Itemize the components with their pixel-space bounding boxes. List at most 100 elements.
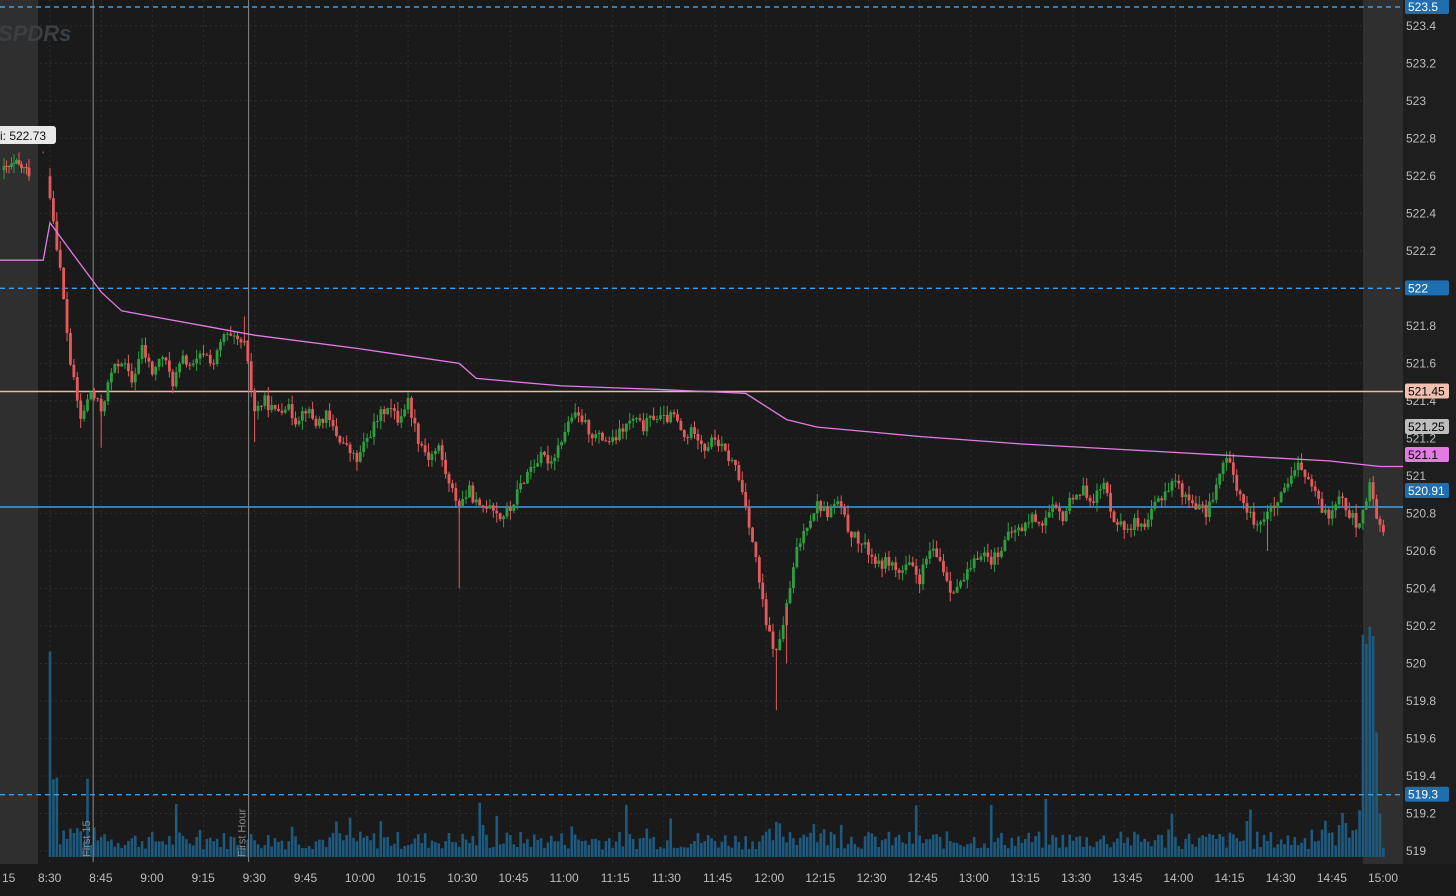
- volume-bar: [188, 843, 192, 857]
- candle: [461, 490, 465, 508]
- volume-bar: [1047, 844, 1051, 857]
- x-tick-label: 14:45: [1317, 871, 1347, 885]
- volume-bar: [1102, 835, 1106, 857]
- candle: [215, 348, 219, 367]
- volume-bar: [563, 844, 567, 857]
- volume-bar: [345, 835, 348, 857]
- candle: [389, 399, 393, 418]
- candle: [150, 360, 154, 377]
- candle-body: [645, 418, 649, 432]
- volume-bar: [1150, 846, 1153, 857]
- candle: [584, 413, 587, 424]
- candle: [812, 512, 816, 523]
- candle-body: [116, 363, 120, 367]
- y-tick-label: 521.6: [1406, 356, 1436, 370]
- candle: [696, 428, 700, 450]
- volume-bar: [55, 777, 59, 857]
- candle-body: [461, 499, 465, 506]
- volume-bar: [894, 837, 898, 857]
- candle-body: [1184, 494, 1188, 498]
- candle: [1112, 509, 1116, 523]
- candle: [959, 579, 962, 589]
- volume-bar: [1136, 834, 1140, 857]
- x-tick-label: 8:30: [38, 871, 62, 885]
- candle-body: [563, 431, 567, 443]
- candle: [369, 430, 372, 439]
- volume-bar: [642, 837, 645, 857]
- candle: [829, 504, 833, 519]
- candle: [498, 512, 502, 522]
- candle: [297, 416, 301, 427]
- volume-bar: [792, 838, 795, 857]
- candle: [48, 168, 52, 200]
- candle: [314, 415, 318, 429]
- candle: [819, 499, 823, 518]
- volume-bar: [290, 826, 294, 857]
- candle-body: [945, 572, 949, 581]
- candle-body: [710, 437, 713, 448]
- candle-body: [1160, 498, 1164, 501]
- volume-bar: [437, 843, 441, 857]
- candle-body: [1146, 519, 1150, 528]
- candle-body: [22, 167, 26, 169]
- candle: [965, 561, 969, 589]
- candle: [904, 555, 908, 575]
- candle-body: [829, 507, 833, 518]
- volume-bar: [1061, 834, 1065, 857]
- volume-bar: [1109, 847, 1112, 857]
- candle: [795, 537, 799, 569]
- candle: [10, 156, 13, 170]
- candle-body: [52, 198, 55, 222]
- candle: [249, 352, 253, 397]
- candle: [311, 401, 314, 421]
- volume-bar: [744, 836, 747, 857]
- candle: [1116, 518, 1119, 532]
- candle-body: [55, 221, 59, 250]
- candle-body: [430, 454, 434, 460]
- session-shading: [0, 0, 1403, 891]
- volume-bar: [495, 815, 499, 857]
- volume-bar: [1116, 838, 1119, 857]
- candle-body: [1351, 513, 1355, 518]
- volume-bar: [181, 835, 185, 857]
- candle-body: [843, 506, 846, 515]
- candle-body: [539, 451, 543, 464]
- volume-bar: [492, 846, 495, 857]
- candle-body: [1358, 523, 1361, 528]
- candle-body: [676, 414, 679, 421]
- candle: [307, 406, 311, 419]
- volume-bar: [113, 846, 117, 857]
- candle: [1078, 493, 1082, 500]
- candle: [822, 501, 826, 512]
- candle-body: [1218, 473, 1222, 485]
- candle: [1020, 523, 1024, 532]
- candle: [938, 548, 942, 563]
- candle-body: [665, 414, 669, 423]
- candle: [740, 471, 744, 495]
- volume-bar: [764, 831, 768, 857]
- candle-body: [48, 176, 52, 199]
- candle-body: [839, 501, 843, 507]
- candle: [979, 553, 983, 563]
- candle: [1218, 473, 1222, 489]
- candle: [543, 450, 546, 457]
- candle-body: [1330, 510, 1334, 519]
- level-badge: [1405, 786, 1449, 802]
- candle-body: [549, 461, 553, 464]
- x-tick-label: 9:15: [191, 871, 215, 885]
- candle-body: [904, 564, 908, 571]
- candle-body: [993, 552, 997, 565]
- candle: [809, 514, 812, 530]
- candle-body: [27, 167, 31, 177]
- volume-bar: [133, 835, 137, 857]
- volume-bar: [880, 840, 884, 857]
- volume-bar: [1143, 838, 1146, 857]
- candle: [225, 331, 229, 341]
- candle-body: [860, 543, 864, 545]
- candle: [918, 568, 922, 594]
- candle-body: [1221, 462, 1225, 474]
- candle-body: [314, 418, 318, 426]
- candle: [512, 503, 516, 514]
- candle-body: [1249, 511, 1252, 513]
